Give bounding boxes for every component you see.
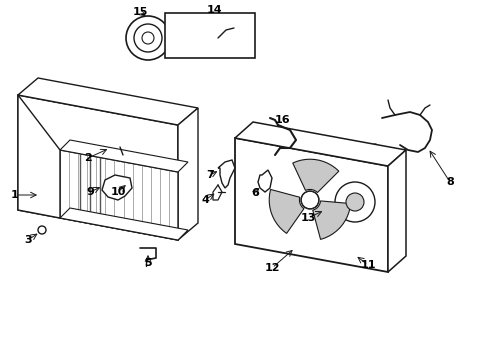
Text: 2: 2 (84, 153, 92, 163)
Polygon shape (178, 108, 198, 240)
Polygon shape (218, 160, 235, 188)
Circle shape (38, 226, 46, 234)
Text: 6: 6 (251, 188, 259, 198)
Polygon shape (60, 208, 188, 240)
Circle shape (127, 178, 137, 188)
Circle shape (134, 24, 162, 52)
Text: 8: 8 (446, 177, 454, 187)
Polygon shape (258, 170, 272, 192)
Polygon shape (235, 122, 406, 166)
Circle shape (115, 137, 125, 147)
Text: 1: 1 (11, 190, 19, 200)
Text: 12: 12 (264, 263, 280, 273)
Polygon shape (269, 189, 304, 233)
Circle shape (126, 16, 170, 60)
Circle shape (335, 182, 375, 222)
Text: 14: 14 (206, 5, 222, 15)
Text: 4: 4 (201, 195, 209, 205)
Text: 16: 16 (275, 115, 291, 125)
Polygon shape (60, 150, 178, 240)
Text: 10: 10 (110, 187, 126, 197)
Polygon shape (293, 159, 339, 193)
Circle shape (182, 20, 218, 56)
Circle shape (232, 32, 244, 44)
Text: 5: 5 (144, 258, 152, 268)
Text: 9: 9 (86, 187, 94, 197)
Text: 11: 11 (360, 260, 376, 270)
Circle shape (371, 144, 379, 152)
Circle shape (301, 192, 319, 209)
Circle shape (142, 32, 154, 44)
Text: 15: 15 (132, 7, 147, 17)
Circle shape (262, 152, 358, 248)
Polygon shape (18, 78, 198, 125)
Polygon shape (18, 95, 60, 218)
Text: 3: 3 (24, 235, 32, 245)
Circle shape (301, 191, 319, 209)
Polygon shape (18, 95, 178, 240)
Text: 7: 7 (206, 170, 214, 180)
Polygon shape (235, 138, 388, 272)
Circle shape (226, 26, 250, 50)
Circle shape (306, 196, 314, 204)
Polygon shape (388, 150, 406, 272)
Polygon shape (102, 175, 132, 200)
Circle shape (346, 193, 364, 211)
Polygon shape (165, 13, 255, 58)
Polygon shape (60, 140, 188, 172)
Circle shape (190, 28, 210, 48)
Text: 13: 13 (300, 213, 316, 223)
Circle shape (236, 36, 240, 40)
Polygon shape (313, 201, 351, 239)
Circle shape (196, 34, 204, 42)
